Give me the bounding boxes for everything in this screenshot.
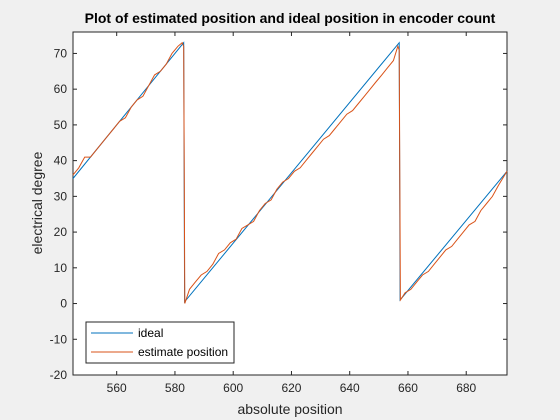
axis-ticks: 560 580 600 620 640 660 680 -20 -10 0 10 20 30 40 50 60…	[50, 32, 507, 395]
legend-label-ideal: ideal	[138, 326, 163, 340]
y-tick-label: 0	[60, 297, 67, 311]
x-tick-label: 660	[398, 381, 418, 395]
y-axis-label: electrical degree	[29, 151, 45, 254]
y-tick-label: 60	[54, 82, 68, 96]
x-tick-label: 580	[165, 381, 185, 395]
y-tick-label: 30	[54, 189, 68, 203]
y-tick-label: -20	[50, 368, 68, 382]
series-line-estimate-position	[72, 41, 508, 304]
x-tick-label: 620	[281, 381, 301, 395]
legend: ideal estimate position	[85, 321, 235, 364]
y-tick-label: 10	[54, 261, 68, 275]
x-tick-label: 560	[107, 381, 127, 395]
x-axis-label: absolute position	[237, 401, 342, 417]
y-tick-label: -10	[50, 332, 68, 346]
chart-title: Plot of estimated position and ideal pos…	[85, 10, 496, 26]
series-lines	[72, 41, 508, 304]
y-tick-label: 70	[54, 46, 68, 60]
y-tick-label: 50	[54, 118, 68, 132]
y-tick-label: 40	[54, 154, 68, 168]
y-tick-label: 20	[54, 225, 68, 239]
x-tick-label: 640	[340, 381, 360, 395]
x-tick-label: 680	[456, 381, 476, 395]
legend-box	[85, 321, 235, 364]
legend-label-estimate: estimate position	[138, 345, 228, 359]
x-tick-label: 600	[223, 381, 243, 395]
